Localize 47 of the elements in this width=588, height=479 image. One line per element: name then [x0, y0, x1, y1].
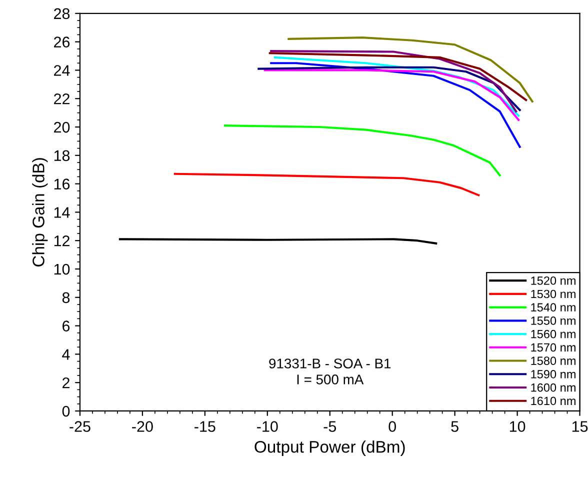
- x-tick-label: 5: [451, 421, 458, 432]
- x-tick-label: -10: [257, 421, 278, 432]
- x-tick-label: -20: [132, 421, 153, 432]
- legend-label: 1610 nm: [531, 396, 576, 406]
- line-series: [274, 56, 520, 117]
- annotation: 91331-B - SOA - B1: [269, 358, 391, 368]
- line-series: [174, 172, 480, 196]
- x-tick-label: 15: [572, 421, 588, 432]
- line-series: [264, 69, 520, 121]
- x-tick-label: 10: [510, 421, 526, 432]
- legend-label: 1540 nm: [531, 303, 576, 312]
- y-axis-title: Chip Gain (dB): [32, 158, 48, 266]
- line-series: [258, 66, 521, 112]
- y-tick-label: 12: [54, 235, 70, 246]
- y-tick-label: 10: [54, 264, 70, 275]
- x-axis-title: Output Power (dBm): [254, 440, 405, 456]
- line-series: [224, 124, 501, 176]
- x-tick-label: -25: [70, 421, 90, 432]
- y-tick-label: 14: [54, 207, 70, 218]
- y-tick-label: 8: [62, 292, 70, 304]
- legend-label: 1570 nm: [531, 343, 576, 352]
- y-tick-label: 22: [54, 93, 70, 104]
- line-series: [270, 50, 518, 112]
- legend-label: 1600 nm: [531, 383, 576, 392]
- y-tick-label: 4: [62, 349, 70, 360]
- legend-label: 1560 nm: [531, 330, 576, 338]
- x-tick-label: -5: [324, 421, 336, 432]
- x-tick-label: -15: [194, 421, 216, 432]
- line-series: [270, 62, 521, 148]
- legend-label: 1550 nm: [531, 316, 576, 325]
- line-series: [288, 36, 534, 102]
- legend-label: 1530 nm: [531, 290, 576, 298]
- legend-label: 1520 nm: [531, 276, 576, 285]
- legend-label: 1580 nm: [531, 356, 576, 366]
- y-tick-label: 28: [54, 8, 70, 20]
- x-tick-label: 0: [388, 421, 396, 432]
- y-tick-label: 26: [54, 36, 70, 48]
- annotation: I = 500 mA: [297, 374, 364, 384]
- legend-label: 1590 nm: [531, 370, 576, 378]
- y-tick-label: 0: [62, 406, 70, 417]
- y-tick-label: 18: [54, 150, 70, 162]
- y-tick-label: 16: [54, 178, 70, 190]
- y-tick-label: 24: [54, 65, 70, 76]
- y-tick-label: 2: [62, 377, 70, 388]
- y-tick-label: 20: [54, 122, 70, 133]
- line-series: [268, 52, 528, 102]
- y-tick-label: 6: [62, 320, 70, 332]
